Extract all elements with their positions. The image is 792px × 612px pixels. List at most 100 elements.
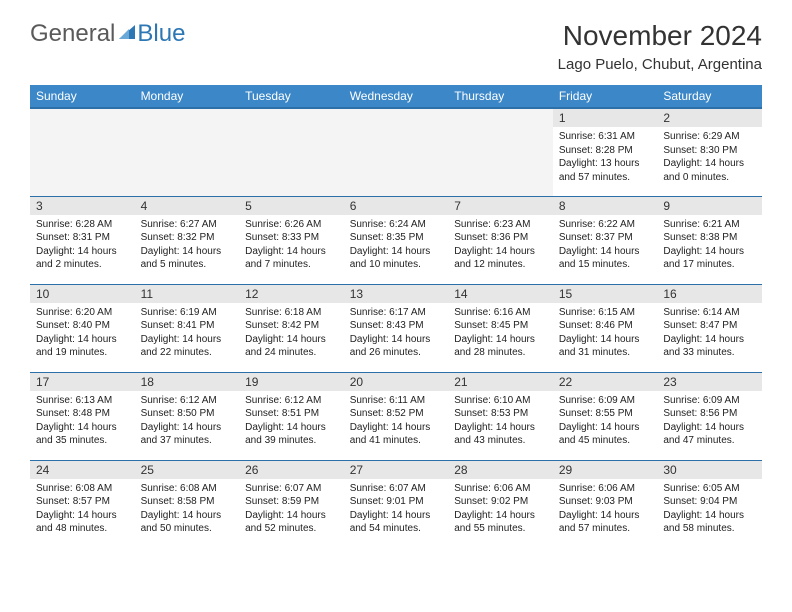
calendar-cell: 23Sunrise: 6:09 AMSunset: 8:56 PMDayligh… xyxy=(657,372,762,460)
day-number: 16 xyxy=(657,285,762,303)
day-number: 21 xyxy=(448,373,553,391)
weekday-header: Thursday xyxy=(448,85,553,108)
calendar-row: 1Sunrise: 6:31 AMSunset: 8:28 PMDaylight… xyxy=(30,108,762,196)
day-details: Sunrise: 6:26 AMSunset: 8:33 PMDaylight:… xyxy=(239,215,344,275)
day-details: Sunrise: 6:08 AMSunset: 8:58 PMDaylight:… xyxy=(135,479,240,539)
day-details: Sunrise: 6:23 AMSunset: 8:36 PMDaylight:… xyxy=(448,215,553,275)
calendar-cell: 1Sunrise: 6:31 AMSunset: 8:28 PMDaylight… xyxy=(553,108,658,196)
day-details: Sunrise: 6:17 AMSunset: 8:43 PMDaylight:… xyxy=(344,303,449,363)
calendar-cell: 10Sunrise: 6:20 AMSunset: 8:40 PMDayligh… xyxy=(30,284,135,372)
calendar-cell: 5Sunrise: 6:26 AMSunset: 8:33 PMDaylight… xyxy=(239,196,344,284)
day-number: 1 xyxy=(553,109,658,127)
day-details: Sunrise: 6:06 AMSunset: 9:03 PMDaylight:… xyxy=(553,479,658,539)
day-number: 7 xyxy=(448,197,553,215)
day-details: Sunrise: 6:13 AMSunset: 8:48 PMDaylight:… xyxy=(30,391,135,451)
header: General Blue November 2024 Lago Puelo, C… xyxy=(30,20,762,73)
calendar-cell: 14Sunrise: 6:16 AMSunset: 8:45 PMDayligh… xyxy=(448,284,553,372)
day-details: Sunrise: 6:18 AMSunset: 8:42 PMDaylight:… xyxy=(239,303,344,363)
day-details: Sunrise: 6:22 AMSunset: 8:37 PMDaylight:… xyxy=(553,215,658,275)
calendar-cell: 21Sunrise: 6:10 AMSunset: 8:53 PMDayligh… xyxy=(448,372,553,460)
day-number: 27 xyxy=(344,461,449,479)
calendar-cell: 8Sunrise: 6:22 AMSunset: 8:37 PMDaylight… xyxy=(553,196,658,284)
day-details: Sunrise: 6:08 AMSunset: 8:57 PMDaylight:… xyxy=(30,479,135,539)
day-number: 24 xyxy=(30,461,135,479)
day-number: 3 xyxy=(30,197,135,215)
location-text: Lago Puelo, Chubut, Argentina xyxy=(558,56,762,73)
calendar-cell: 6Sunrise: 6:24 AMSunset: 8:35 PMDaylight… xyxy=(344,196,449,284)
calendar-cell: 13Sunrise: 6:17 AMSunset: 8:43 PMDayligh… xyxy=(344,284,449,372)
day-details: Sunrise: 6:05 AMSunset: 9:04 PMDaylight:… xyxy=(657,479,762,539)
calendar-row: 17Sunrise: 6:13 AMSunset: 8:48 PMDayligh… xyxy=(30,372,762,460)
calendar-cell: 24Sunrise: 6:08 AMSunset: 8:57 PMDayligh… xyxy=(30,460,135,548)
day-details: Sunrise: 6:07 AMSunset: 9:01 PMDaylight:… xyxy=(344,479,449,539)
day-details: Sunrise: 6:11 AMSunset: 8:52 PMDaylight:… xyxy=(344,391,449,451)
day-details: Sunrise: 6:12 AMSunset: 8:50 PMDaylight:… xyxy=(135,391,240,451)
day-number: 20 xyxy=(344,373,449,391)
day-details: Sunrise: 6:21 AMSunset: 8:38 PMDaylight:… xyxy=(657,215,762,275)
calendar-cell xyxy=(30,108,135,196)
day-details: Sunrise: 6:15 AMSunset: 8:46 PMDaylight:… xyxy=(553,303,658,363)
weekday-header: Sunday xyxy=(30,85,135,108)
day-details: Sunrise: 6:28 AMSunset: 8:31 PMDaylight:… xyxy=(30,215,135,275)
calendar-cell xyxy=(448,108,553,196)
header-right: November 2024 Lago Puelo, Chubut, Argent… xyxy=(558,20,762,73)
calendar-cell: 7Sunrise: 6:23 AMSunset: 8:36 PMDaylight… xyxy=(448,196,553,284)
weekday-header-row: SundayMondayTuesdayWednesdayThursdayFrid… xyxy=(30,85,762,108)
calendar-cell: 29Sunrise: 6:06 AMSunset: 9:03 PMDayligh… xyxy=(553,460,658,548)
day-details: Sunrise: 6:09 AMSunset: 8:55 PMDaylight:… xyxy=(553,391,658,451)
calendar-cell: 3Sunrise: 6:28 AMSunset: 8:31 PMDaylight… xyxy=(30,196,135,284)
calendar-cell: 17Sunrise: 6:13 AMSunset: 8:48 PMDayligh… xyxy=(30,372,135,460)
calendar-cell: 28Sunrise: 6:06 AMSunset: 9:02 PMDayligh… xyxy=(448,460,553,548)
day-details: Sunrise: 6:09 AMSunset: 8:56 PMDaylight:… xyxy=(657,391,762,451)
day-number: 17 xyxy=(30,373,135,391)
day-number: 15 xyxy=(553,285,658,303)
weekday-header: Wednesday xyxy=(344,85,449,108)
calendar-cell: 18Sunrise: 6:12 AMSunset: 8:50 PMDayligh… xyxy=(135,372,240,460)
calendar-body: 1Sunrise: 6:31 AMSunset: 8:28 PMDaylight… xyxy=(30,108,762,548)
weekday-header: Tuesday xyxy=(239,85,344,108)
calendar-cell: 30Sunrise: 6:05 AMSunset: 9:04 PMDayligh… xyxy=(657,460,762,548)
calendar-cell: 20Sunrise: 6:11 AMSunset: 8:52 PMDayligh… xyxy=(344,372,449,460)
calendar-cell: 2Sunrise: 6:29 AMSunset: 8:30 PMDaylight… xyxy=(657,108,762,196)
day-number: 30 xyxy=(657,461,762,479)
day-number: 28 xyxy=(448,461,553,479)
page-title: November 2024 xyxy=(558,20,762,52)
day-number: 6 xyxy=(344,197,449,215)
calendar-cell: 26Sunrise: 6:07 AMSunset: 8:59 PMDayligh… xyxy=(239,460,344,548)
day-number: 12 xyxy=(239,285,344,303)
day-number: 11 xyxy=(135,285,240,303)
calendar-cell: 19Sunrise: 6:12 AMSunset: 8:51 PMDayligh… xyxy=(239,372,344,460)
day-number: 5 xyxy=(239,197,344,215)
calendar-cell: 27Sunrise: 6:07 AMSunset: 9:01 PMDayligh… xyxy=(344,460,449,548)
day-number: 14 xyxy=(448,285,553,303)
day-number: 10 xyxy=(30,285,135,303)
calendar-cell: 15Sunrise: 6:15 AMSunset: 8:46 PMDayligh… xyxy=(553,284,658,372)
day-details: Sunrise: 6:29 AMSunset: 8:30 PMDaylight:… xyxy=(657,127,762,187)
day-number: 25 xyxy=(135,461,240,479)
day-number: 29 xyxy=(553,461,658,479)
day-number: 26 xyxy=(239,461,344,479)
calendar-row: 10Sunrise: 6:20 AMSunset: 8:40 PMDayligh… xyxy=(30,284,762,372)
calendar-cell: 9Sunrise: 6:21 AMSunset: 8:38 PMDaylight… xyxy=(657,196,762,284)
day-details: Sunrise: 6:12 AMSunset: 8:51 PMDaylight:… xyxy=(239,391,344,451)
day-number: 9 xyxy=(657,197,762,215)
calendar-table: SundayMondayTuesdayWednesdayThursdayFrid… xyxy=(30,85,762,548)
day-details: Sunrise: 6:20 AMSunset: 8:40 PMDaylight:… xyxy=(30,303,135,363)
day-number: 22 xyxy=(553,373,658,391)
day-number: 18 xyxy=(135,373,240,391)
day-details: Sunrise: 6:27 AMSunset: 8:32 PMDaylight:… xyxy=(135,215,240,275)
calendar-cell: 22Sunrise: 6:09 AMSunset: 8:55 PMDayligh… xyxy=(553,372,658,460)
weekday-header: Friday xyxy=(553,85,658,108)
day-number: 19 xyxy=(239,373,344,391)
sail-icon xyxy=(117,20,137,48)
calendar-cell: 11Sunrise: 6:19 AMSunset: 8:41 PMDayligh… xyxy=(135,284,240,372)
day-details: Sunrise: 6:31 AMSunset: 8:28 PMDaylight:… xyxy=(553,127,658,187)
weekday-header: Saturday xyxy=(657,85,762,108)
day-number: 2 xyxy=(657,109,762,127)
day-details: Sunrise: 6:10 AMSunset: 8:53 PMDaylight:… xyxy=(448,391,553,451)
weekday-header: Monday xyxy=(135,85,240,108)
brand-logo: General Blue xyxy=(30,20,185,48)
day-details: Sunrise: 6:06 AMSunset: 9:02 PMDaylight:… xyxy=(448,479,553,539)
calendar-cell xyxy=(239,108,344,196)
day-number: 13 xyxy=(344,285,449,303)
